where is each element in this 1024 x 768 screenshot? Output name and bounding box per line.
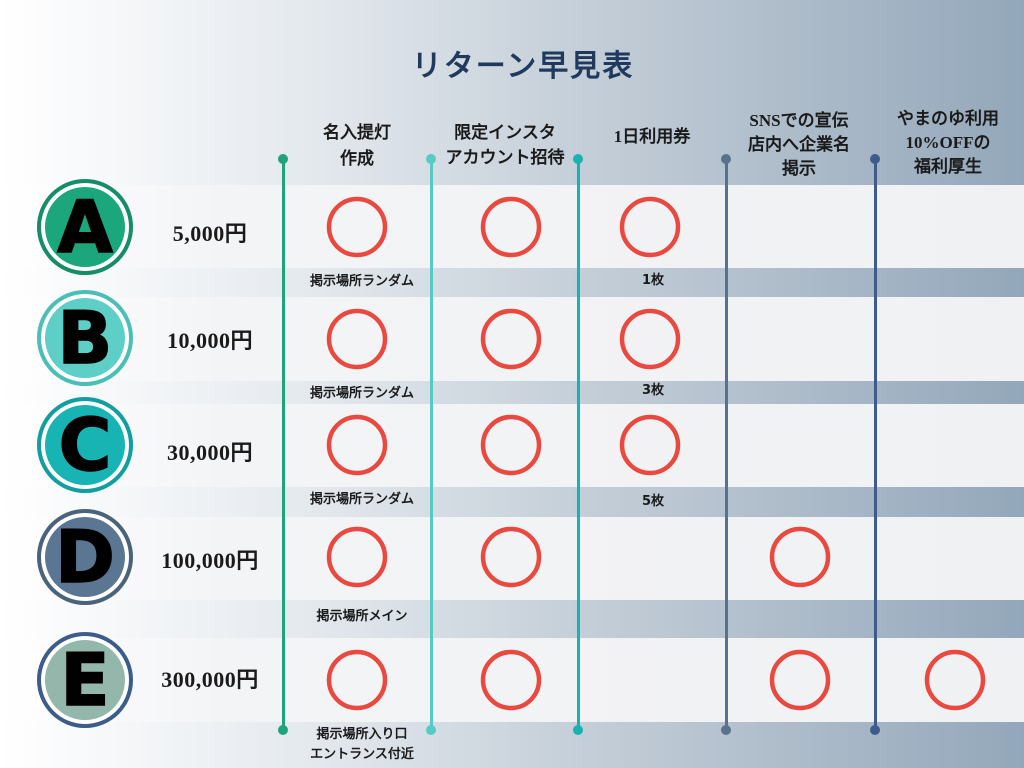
tier-a-ticket-count: 1枚 [641, 273, 665, 288]
divider-dot-icon [278, 154, 288, 164]
column-header-line: SNSでの宣伝 [749, 111, 849, 130]
placement-note-line: 掲示場所入り口 [316, 727, 408, 742]
column-header-line: やまのゆ利用 [897, 109, 999, 128]
column-divider-1 [282, 159, 285, 730]
included-mark-c-1 [326, 414, 388, 476]
column-divider-4 [725, 159, 728, 730]
column-header-line: 名入提灯 [323, 123, 391, 142]
tier-d-badge: D [37, 509, 133, 605]
placement-note-line: エントランス付近 [310, 747, 414, 762]
tier-e-price: 300,000円 [161, 667, 259, 692]
column-header-line: 作成 [340, 149, 374, 168]
included-mark-e-5 [924, 649, 986, 711]
divider-dot-icon [721, 154, 731, 164]
tier-b-price: 10,000円 [166, 328, 253, 353]
tier-a-placement-note: 掲示場所ランダム [282, 272, 442, 292]
tier-e-placement-note: 掲示場所入り口 エントランス付近 [282, 725, 442, 765]
tier-letter: E [60, 637, 111, 723]
column-header-line: 掲示 [782, 159, 816, 178]
column-divider-2 [430, 159, 433, 730]
placement-note-line: 掲示場所ランダム [309, 274, 414, 289]
tier-e-badge: E [37, 632, 133, 728]
column-header-line: 福利厚生 [914, 157, 982, 176]
included-mark-e-2 [480, 649, 542, 711]
column-header-line: 10%OFFの [905, 133, 991, 152]
tier-letter: B [57, 295, 113, 381]
placement-note-line: 掲示場所ランダム [309, 386, 414, 401]
included-mark-a-1 [326, 196, 388, 258]
tier-c-badge: C [37, 397, 133, 493]
page-title: リターン早見表 [411, 49, 635, 84]
included-mark-b-1 [326, 308, 388, 370]
tier-a-badge: A [37, 179, 133, 275]
divider-dot-icon [426, 154, 436, 164]
divider-dot-icon [278, 725, 288, 735]
tier-b-placement-note: 掲示場所ランダム [282, 384, 442, 404]
column-header-day-pass: 1日利用券 [572, 124, 732, 150]
tier-letter: C [58, 402, 112, 488]
tier-c-placement-note: 掲示場所ランダム [282, 490, 442, 510]
included-mark-c-3 [619, 414, 681, 476]
column-header-sns: SNSでの宣伝 店内へ企業名 掲示 [719, 109, 879, 181]
column-header-benefit: やまのゆ利用 10%OFFの 福利厚生 [878, 107, 1018, 179]
included-mark-a-2 [480, 196, 542, 258]
included-mark-c-2 [480, 414, 542, 476]
column-header-lantern: 名入提灯 作成 [277, 120, 437, 172]
included-mark-a-3 [619, 196, 681, 258]
divider-dot-icon [870, 725, 880, 735]
tier-c-ticket-count: 5枚 [641, 494, 665, 509]
tier-d-price: 100,000円 [161, 548, 259, 573]
tier-d-placement-note: 掲示場所メイン [282, 607, 442, 627]
tier-b-badge: B [37, 290, 133, 386]
placement-note-line: 掲示場所メイン [316, 609, 408, 624]
included-mark-e-1 [326, 649, 388, 711]
divider-dot-icon [721, 725, 731, 735]
divider-dot-icon [573, 725, 583, 735]
column-header-line: アカウント招待 [445, 148, 565, 167]
included-mark-b-2 [480, 308, 542, 370]
included-mark-d-2 [480, 526, 542, 588]
column-header-line: 限定インスタ [454, 123, 556, 142]
column-divider-3 [577, 159, 580, 730]
tier-c-price: 30,000円 [166, 440, 253, 465]
column-header-line: 店内へ企業名 [748, 135, 850, 154]
included-mark-d-1 [326, 526, 388, 588]
included-mark-d-4 [769, 526, 831, 588]
tier-letter: D [54, 514, 115, 600]
divider-dot-icon [573, 154, 583, 164]
tier-a-price: 5,000円 [172, 221, 248, 246]
column-divider-5 [874, 159, 877, 730]
tier-b-ticket-count: 3枚 [641, 383, 665, 398]
tier-letter: A [56, 184, 113, 270]
divider-dot-icon [426, 725, 436, 735]
placement-note-line: 掲示場所ランダム [309, 492, 414, 507]
column-header-line: 1日利用券 [613, 127, 691, 146]
column-header-instagram: 限定インスタ アカウント招待 [425, 120, 585, 170]
included-mark-e-4 [769, 649, 831, 711]
divider-dot-icon [870, 154, 880, 164]
included-mark-b-3 [619, 308, 681, 370]
